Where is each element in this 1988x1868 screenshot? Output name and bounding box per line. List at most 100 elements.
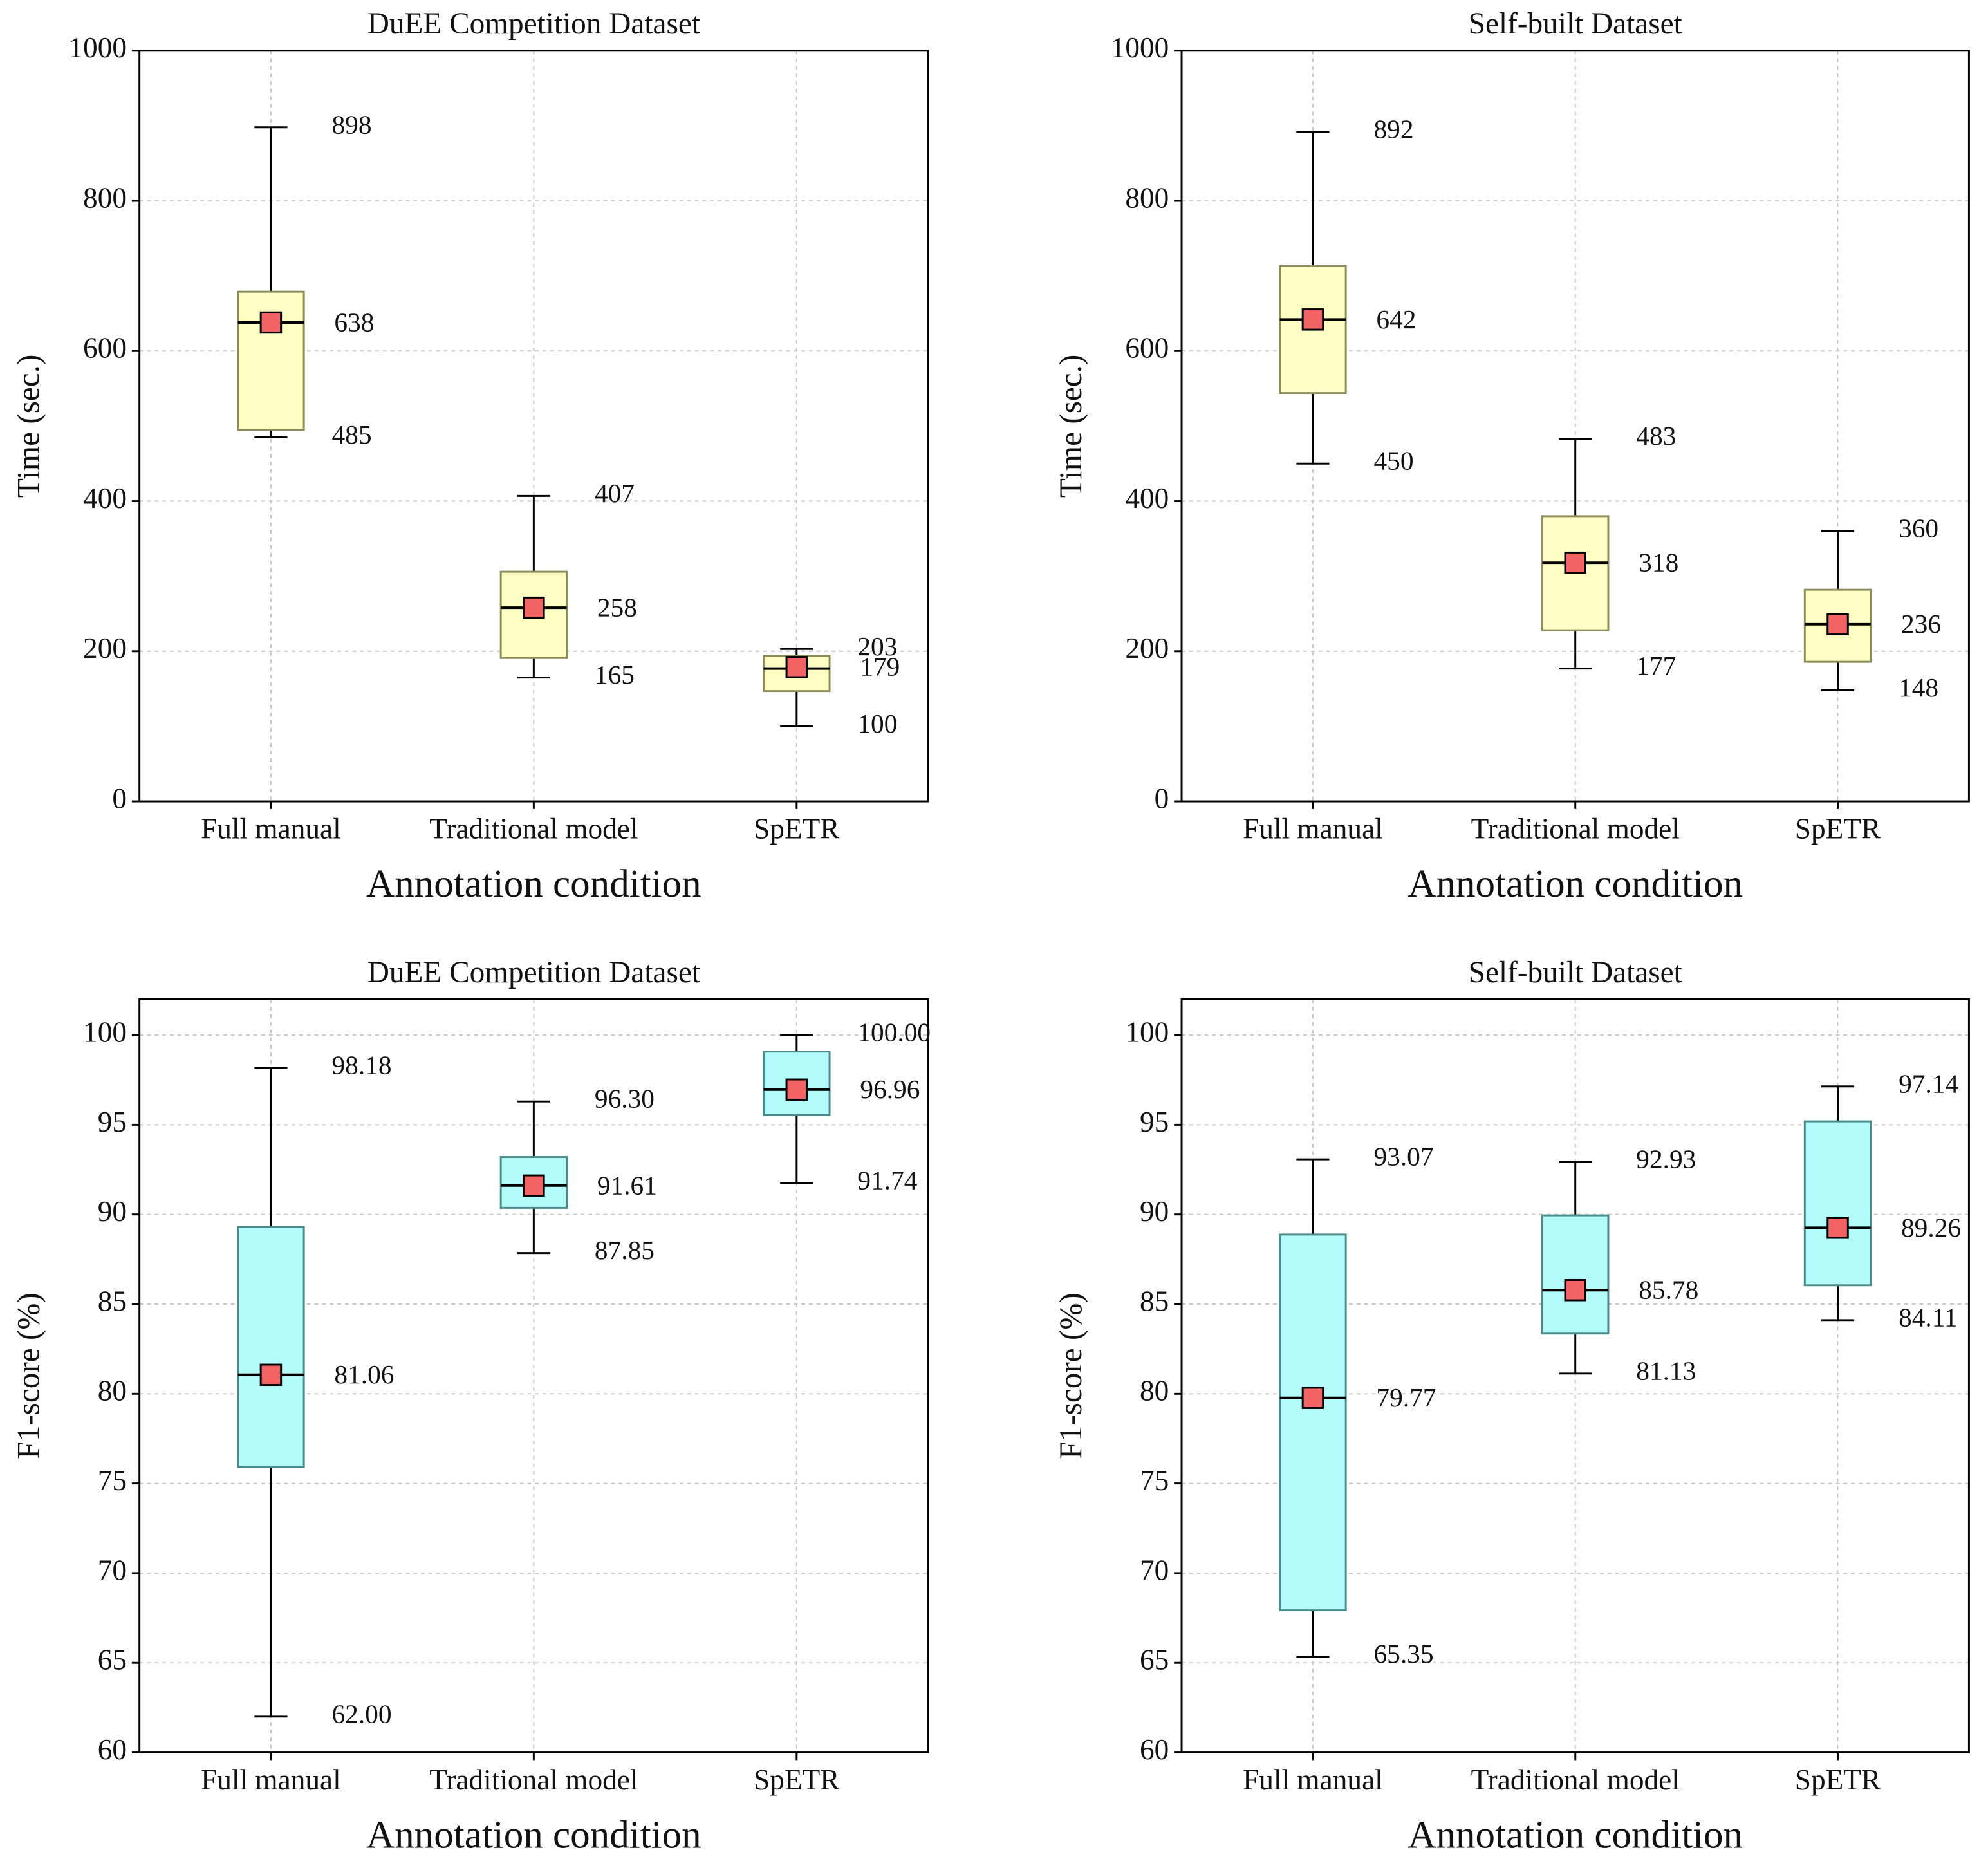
y-tick-label: 100 [83,1016,127,1048]
x-tick-label: Full manual [1243,1764,1383,1796]
y-tick-label: 90 [98,1195,127,1228]
y-tick-label: 65 [98,1644,127,1676]
chart-panel: DuEE Competition Dataset 60 65 70 75 80 85 90 95… [11,956,931,1857]
y-tick-label: 85 [1140,1285,1169,1317]
box [1279,1233,1347,1612]
y-tick-label: 65 [1140,1644,1169,1676]
x-tick-label: Traditional model [429,813,638,845]
y-tick-label: 85 [98,1285,127,1317]
box [1541,1214,1610,1335]
x-axis-title: Annotation condition [366,863,701,906]
x-axis-title: Annotation condition [366,1814,701,1857]
y-tick-label: 100 [1125,1016,1169,1048]
mean-marker [1301,1387,1324,1409]
y-tick-label: 75 [1140,1464,1169,1497]
y-tick-label: 400 [83,482,127,514]
y-tick-label: 600 [83,332,127,364]
x-axis-title: Annotation condition [1407,1814,1743,1857]
min-label: 87.85 [595,1235,655,1265]
y-tick-label: 600 [1125,332,1169,364]
mean-marker [523,1174,545,1197]
mean-label: 179 [860,652,900,682]
min-label: 485 [331,420,371,449]
x-tick-label: Full manual [201,1764,341,1796]
max-label: 407 [595,478,635,508]
chart-title: DuEE Competition Dataset [367,956,700,989]
mean-label: 258 [597,593,637,622]
box [1803,1120,1872,1287]
chart-panel: Self-built Dataset 0 200 400 600 800 1000 Full … [1053,7,1970,906]
mean-marker [1564,551,1586,574]
x-tick-label: SpETR [754,1764,840,1796]
y-axis-title: F1-score (%) [1053,1293,1088,1459]
y-tick-label: 95 [98,1106,127,1138]
mean-marker [1564,1279,1586,1302]
max-label: 98.18 [331,1050,391,1079]
x-tick-label: SpETR [1795,813,1881,845]
y-tick-label: 70 [1140,1554,1169,1586]
max-label: 898 [331,109,371,139]
box [763,1051,831,1116]
y-tick-label: 800 [1125,182,1169,214]
y-tick-label: 200 [1125,632,1169,664]
y-tick-label: 90 [1140,1195,1169,1228]
y-tick-label: 60 [98,1733,127,1766]
min-label: 65.35 [1373,1639,1433,1668]
y-tick-label: 1000 [68,32,127,64]
x-axis-title: Annotation condition [1407,863,1743,906]
mean-marker [523,596,545,619]
x-tick-label: SpETR [1795,1764,1881,1796]
y-tick-label: 80 [98,1375,127,1407]
x-tick-label: SpETR [754,813,840,845]
box [237,1226,305,1468]
y-tick-label: 800 [83,182,127,214]
mean-marker [259,311,283,334]
mean-label: 318 [1639,548,1678,577]
max-label: 203 [857,631,897,661]
mean-label: 638 [334,307,374,337]
max-label: 360 [1899,514,1938,543]
min-label: 148 [1899,673,1938,702]
mean-label: 81.06 [334,1359,394,1389]
chart-panel: Self-built Dataset 60 65 70 75 80 85 90 95 100 Ful… [1053,956,1970,1857]
max-label: 892 [1373,114,1413,144]
chart-title: Self-built Dataset [1469,7,1682,41]
x-tick-label: Traditional model [1471,1764,1680,1796]
mean-marker [1826,613,1849,636]
mean-marker [785,656,808,678]
mean-label: 91.61 [597,1170,657,1200]
min-label: 84.11 [1899,1302,1958,1332]
max-label: 97.14 [1899,1069,1958,1098]
y-axis-title: Time (sec.) [1053,355,1088,498]
x-tick-label: Traditional model [429,1764,638,1796]
chart-title: Self-built Dataset [1469,956,1682,989]
min-label: 91.74 [857,1166,917,1195]
mean-marker [1301,308,1324,331]
min-label: 81.13 [1636,1356,1696,1385]
mean-label: 642 [1376,304,1416,334]
max-label: 93.07 [1373,1142,1433,1172]
max-label: 100.00 [857,1018,931,1047]
mean-marker [259,1363,283,1387]
mean-label: 85.78 [1639,1275,1698,1305]
y-tick-label: 0 [1155,782,1169,814]
min-label: 62.00 [331,1699,391,1728]
chart-title: DuEE Competition Dataset [367,7,700,41]
figure-content: DuEE Competition Dataset 0 200 400 600 800 100… [11,7,1970,1857]
mean-marker [1826,1217,1849,1239]
y-axis-title: Time (sec.) [11,355,46,498]
x-tick-label: Full manual [201,813,341,845]
min-label: 450 [1373,446,1413,476]
min-label: 177 [1636,651,1676,680]
y-tick-label: 80 [1140,1375,1169,1407]
y-tick-label: 200 [83,632,127,664]
y-tick-label: 70 [98,1554,127,1586]
min-label: 100 [857,709,897,738]
min-label: 165 [595,660,635,689]
y-tick-label: 1000 [1111,32,1169,64]
max-label: 96.30 [595,1084,655,1114]
y-tick-label: 95 [1140,1106,1169,1138]
y-axis-title: F1-score (%) [11,1293,46,1459]
